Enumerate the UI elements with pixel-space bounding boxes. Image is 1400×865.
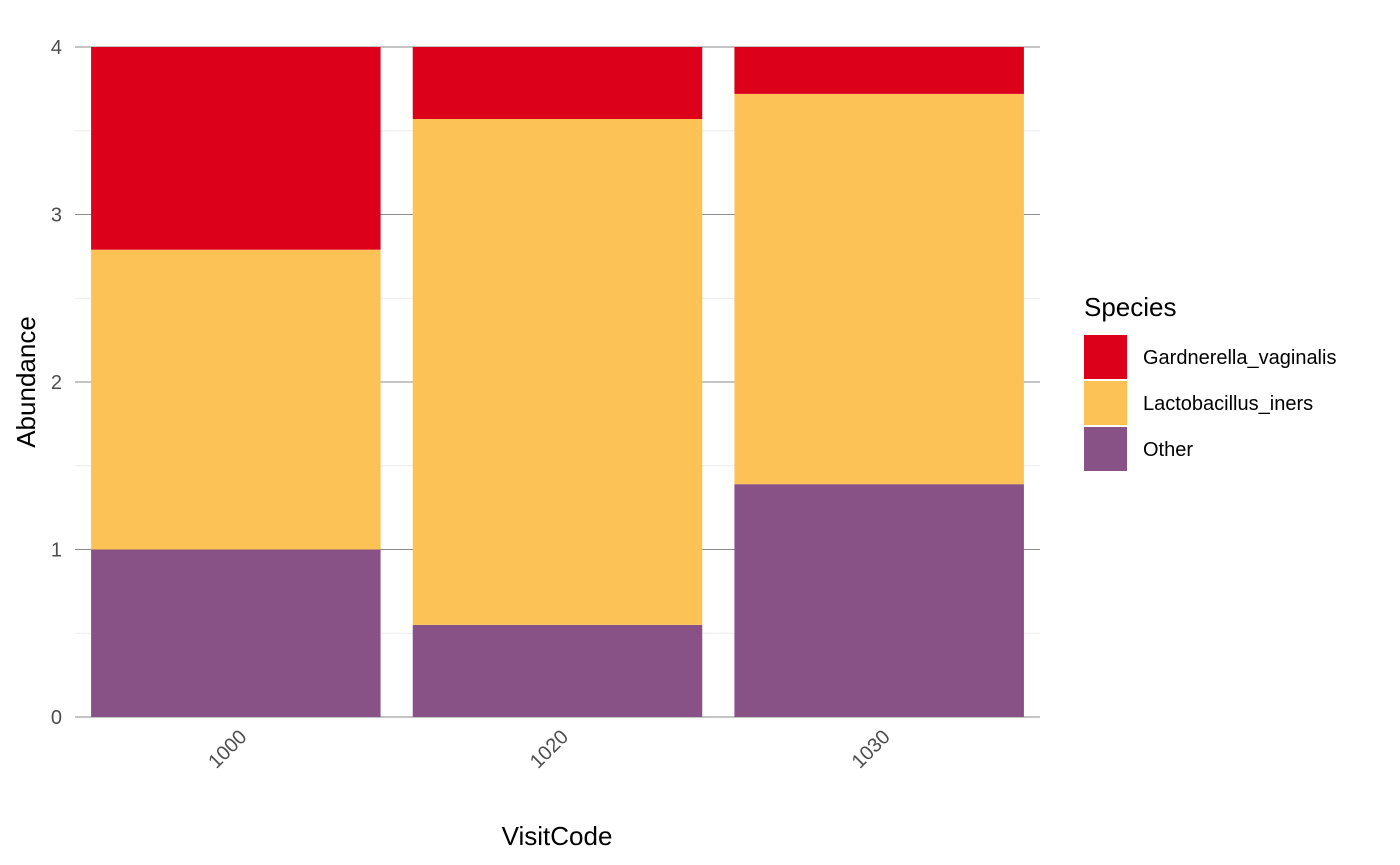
bars	[91, 47, 1024, 717]
legend: Species Gardnerella_vaginalis Lactobacill…	[1084, 292, 1336, 471]
bar-1030-gardnerella-vaginalis	[734, 47, 1024, 94]
x-axis-ticks: 1000 1020 1030	[204, 726, 894, 773]
y-tick-label: 2	[51, 372, 62, 394]
bar-1000-other	[91, 549, 381, 717]
legend-label: Other	[1143, 439, 1193, 461]
x-tick-label: 1000	[204, 726, 251, 773]
bar-1030-lactobacillus-iners	[734, 93, 1024, 485]
legend-swatch-other	[1084, 427, 1127, 471]
bar-1020-gardnerella-vaginalis	[412, 47, 703, 120]
y-tick-label: 3	[51, 205, 62, 227]
bar-1000-lactobacillus-iners	[91, 249, 381, 550]
bar-1020-other	[412, 624, 703, 717]
bar-1020-lactobacillus-iners	[412, 119, 703, 625]
y-axis-ticks: 0 1 2 3 4	[51, 37, 62, 729]
x-axis-title: VisitCode	[502, 821, 613, 851]
y-tick-label: 0	[51, 707, 62, 729]
legend-label: Gardnerella_vaginalis	[1143, 347, 1336, 369]
legend-title: Species	[1084, 292, 1177, 322]
bar-1000-gardnerella-vaginalis	[91, 47, 381, 250]
y-axis-title: Abundance	[11, 316, 41, 448]
legend-label: Lactobacillus_iners	[1143, 393, 1313, 415]
x-tick-label: 1030	[848, 726, 895, 773]
y-tick-label: 1	[51, 540, 62, 562]
legend-swatch-gardnerella-vaginalis	[1084, 335, 1127, 379]
legend-swatch-lactobacillus-iners	[1084, 381, 1127, 425]
x-tick-label: 1020	[526, 726, 573, 773]
y-tick-label: 4	[51, 37, 62, 59]
bar-1030-other	[734, 484, 1024, 717]
